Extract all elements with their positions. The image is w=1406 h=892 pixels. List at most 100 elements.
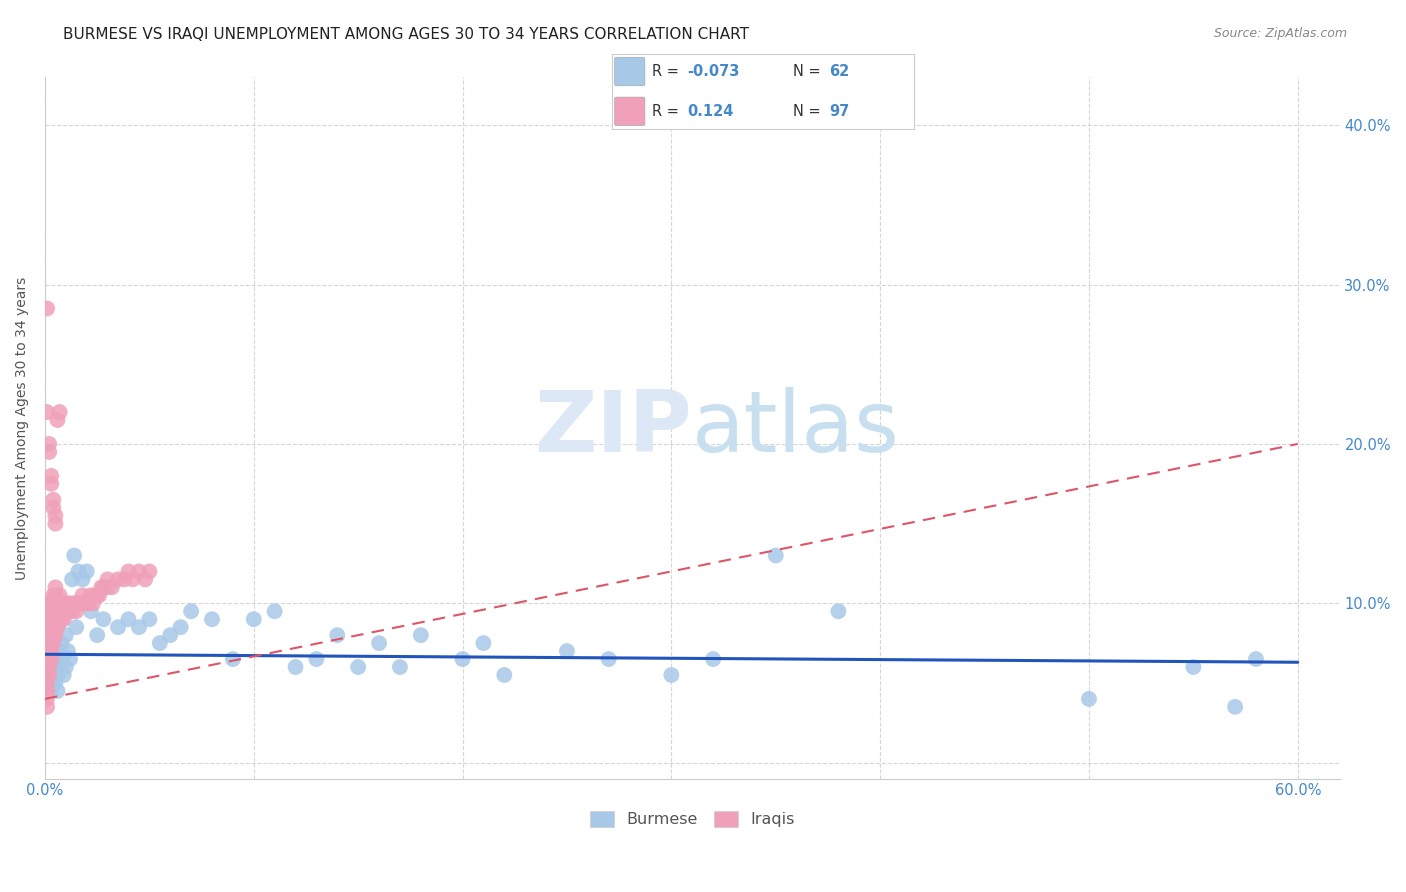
Point — [39, 652, 62, 666]
Point — [42, 636, 65, 650]
Point — [38, 644, 60, 658]
Point — [101, 580, 124, 594]
Point — [82, 596, 104, 610]
Point — [1223, 699, 1246, 714]
Point — [44, 652, 66, 666]
Point — [42, 500, 65, 515]
Point — [55, 660, 77, 674]
Point — [69, 596, 91, 610]
FancyBboxPatch shape — [614, 57, 645, 86]
Text: atlas: atlas — [692, 386, 900, 469]
Text: R =: R = — [652, 103, 679, 119]
Point — [284, 660, 307, 674]
Point — [35, 684, 58, 698]
Point — [138, 612, 160, 626]
Point — [38, 660, 60, 674]
Point — [39, 644, 62, 658]
Point — [63, 549, 86, 563]
Point — [242, 612, 264, 626]
Point — [48, 596, 70, 610]
Point — [472, 636, 495, 650]
Text: 0.124: 0.124 — [688, 103, 734, 119]
Point — [39, 628, 62, 642]
Point — [56, 644, 79, 658]
Point — [55, 596, 77, 610]
Point — [263, 604, 285, 618]
Point — [42, 628, 65, 642]
Point — [42, 604, 65, 618]
Point — [149, 636, 172, 650]
Point — [107, 573, 129, 587]
Point — [201, 612, 224, 626]
Point — [97, 573, 120, 587]
FancyBboxPatch shape — [614, 97, 645, 126]
Point — [86, 588, 108, 602]
Point — [44, 676, 66, 690]
Text: N =: N = — [793, 64, 821, 79]
Point — [42, 660, 65, 674]
Point — [48, 660, 70, 674]
Point — [35, 684, 58, 698]
Point — [112, 573, 135, 587]
Point — [90, 580, 112, 594]
Point — [80, 604, 103, 618]
Point — [128, 565, 150, 579]
Point — [494, 668, 516, 682]
Point — [38, 660, 60, 674]
Point — [42, 492, 65, 507]
Point — [38, 612, 60, 626]
Point — [55, 628, 77, 642]
Point — [35, 699, 58, 714]
Point — [35, 676, 58, 690]
Point — [39, 468, 62, 483]
Point — [38, 668, 60, 682]
Point — [35, 668, 58, 682]
Point — [451, 652, 474, 666]
Point — [107, 620, 129, 634]
Point — [38, 596, 60, 610]
Point — [326, 628, 349, 642]
Point — [46, 684, 69, 698]
Point — [72, 573, 94, 587]
Point — [51, 612, 73, 626]
Point — [555, 644, 578, 658]
Point — [1244, 652, 1267, 666]
Point — [48, 588, 70, 602]
Point — [38, 628, 60, 642]
Point — [44, 508, 66, 523]
Text: 97: 97 — [830, 103, 849, 119]
Point — [67, 596, 90, 610]
Point — [39, 636, 62, 650]
Point — [117, 565, 139, 579]
Point — [46, 612, 69, 626]
Point — [159, 628, 181, 642]
Point — [598, 652, 620, 666]
Point — [46, 596, 69, 610]
Point — [65, 620, 87, 634]
Point — [35, 636, 58, 650]
Point — [39, 668, 62, 682]
Point — [56, 604, 79, 618]
Point — [180, 604, 202, 618]
Point — [46, 620, 69, 634]
Point — [39, 476, 62, 491]
Point — [121, 573, 143, 587]
Point — [138, 565, 160, 579]
Point — [46, 604, 69, 618]
Point — [1182, 660, 1205, 674]
Point — [44, 604, 66, 618]
Point — [38, 636, 60, 650]
Point — [52, 612, 75, 626]
Point — [38, 604, 60, 618]
Point — [76, 596, 98, 610]
Point — [35, 405, 58, 419]
Point — [51, 604, 73, 618]
Point — [35, 301, 58, 316]
Point — [39, 612, 62, 626]
Point — [46, 413, 69, 427]
Point — [35, 644, 58, 658]
Point — [73, 596, 96, 610]
Point — [117, 612, 139, 626]
Point — [55, 604, 77, 618]
Point — [46, 668, 69, 682]
